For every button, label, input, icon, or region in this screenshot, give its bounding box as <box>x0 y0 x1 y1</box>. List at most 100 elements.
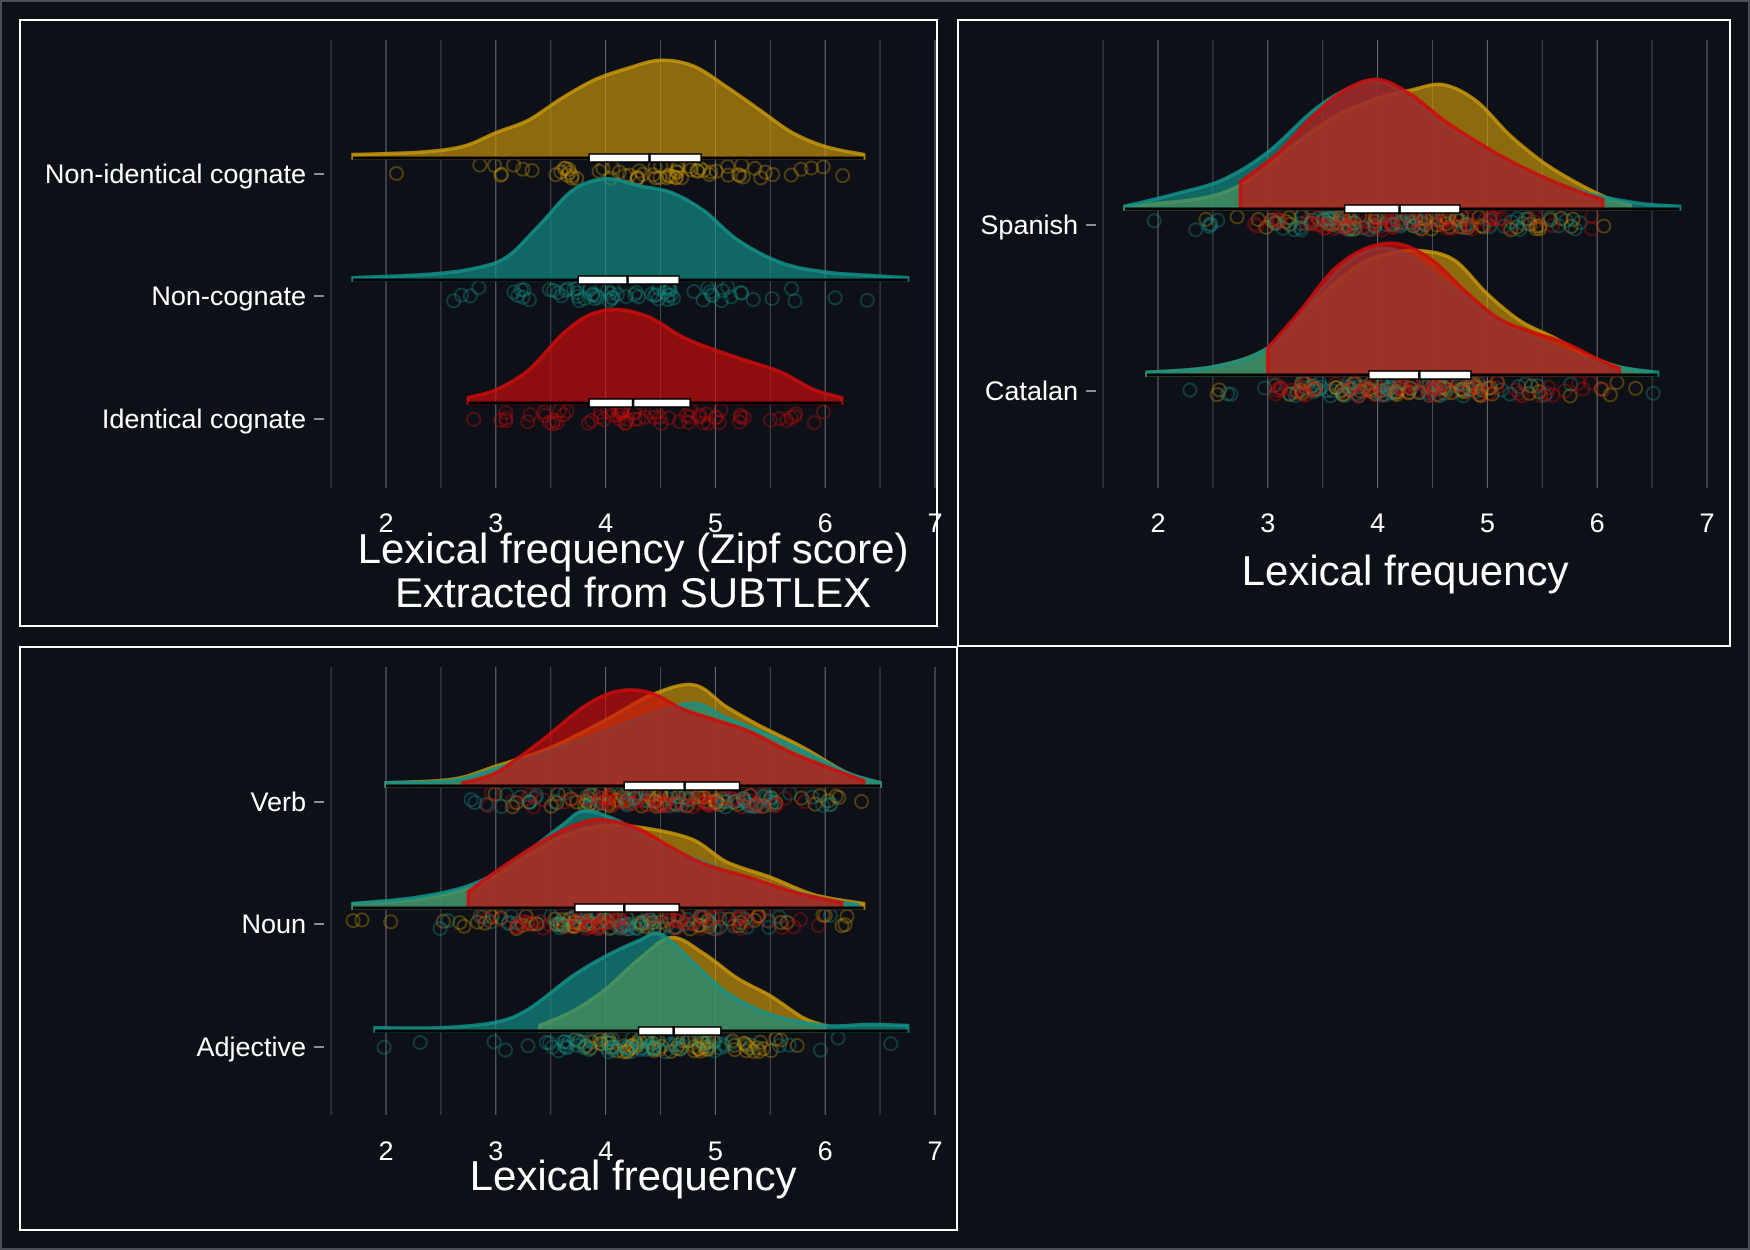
panel-top-left: 2 3 4 5 6 7 Lexical frequency (Zipf score)Extr… <box>19 19 943 627</box>
data-point <box>1308 380 1324 396</box>
data-point <box>731 918 747 934</box>
density-ridge <box>466 307 844 405</box>
data-point <box>701 167 717 183</box>
data-point <box>682 921 698 937</box>
data-point <box>1267 215 1283 231</box>
data-point <box>582 919 598 935</box>
data-point <box>1271 380 1287 396</box>
data-point <box>1382 215 1398 231</box>
data-point <box>1340 222 1356 238</box>
data-point <box>715 1036 731 1052</box>
data-point <box>501 914 517 930</box>
data-point <box>831 790 847 806</box>
data-point <box>519 791 535 807</box>
data-point <box>733 920 749 936</box>
data-point <box>1364 383 1380 399</box>
data-point <box>683 162 699 178</box>
y-category-label: Adjective <box>196 1032 306 1062</box>
data-point <box>666 1037 682 1053</box>
data-point <box>672 1041 688 1057</box>
data-point <box>604 920 620 936</box>
boxplot-box <box>623 781 741 791</box>
data-point <box>1437 385 1453 401</box>
data-point <box>747 160 763 176</box>
density-ridge <box>1266 241 1621 377</box>
data-point <box>558 282 574 298</box>
data-point <box>557 794 573 810</box>
data-point <box>584 919 600 935</box>
data-point <box>412 1035 428 1051</box>
data-point <box>651 1041 667 1057</box>
data-point <box>1408 383 1424 399</box>
data-point <box>569 280 585 296</box>
data-point <box>652 796 668 812</box>
data-point <box>1444 385 1460 401</box>
data-point <box>686 1043 702 1059</box>
x-axis-title: Extracted from SUBTLEX <box>395 569 871 616</box>
data-point <box>661 410 677 426</box>
data-point <box>1414 221 1430 237</box>
data-point <box>719 790 735 806</box>
data-point <box>1422 382 1438 398</box>
data-point <box>1341 381 1357 397</box>
data-point <box>1337 219 1353 235</box>
data-point <box>1473 388 1489 404</box>
data-point <box>1403 214 1419 230</box>
data-point <box>616 1044 632 1060</box>
data-point <box>738 1043 754 1059</box>
data-point <box>619 1041 635 1057</box>
data-point <box>564 168 580 184</box>
data-point <box>627 287 643 303</box>
data-point <box>576 290 592 306</box>
boxplot-box <box>1343 204 1461 214</box>
data-point <box>1292 383 1308 399</box>
data-point <box>537 408 553 424</box>
data-point <box>1319 215 1335 231</box>
data-point <box>569 913 585 929</box>
data-point <box>680 791 696 807</box>
data-point <box>677 915 693 931</box>
data-point <box>1198 211 1214 227</box>
data-point <box>612 411 628 427</box>
data-point <box>550 284 566 300</box>
data-point <box>580 415 596 431</box>
data-point <box>1511 385 1527 401</box>
data-point <box>1333 210 1349 226</box>
data-point <box>712 919 728 935</box>
data-point <box>552 916 568 932</box>
data-point <box>732 414 748 430</box>
data-point <box>467 794 483 810</box>
data-point <box>1389 386 1405 402</box>
data-point <box>638 919 654 935</box>
data-point <box>1572 215 1588 231</box>
y-category-label: Non-identical cognate <box>45 159 306 189</box>
data-point <box>646 1040 662 1056</box>
data-point <box>828 788 844 804</box>
data-point <box>762 790 778 806</box>
data-point <box>595 790 611 806</box>
data-point <box>469 914 485 930</box>
data-point <box>644 1036 660 1052</box>
data-point <box>1374 382 1390 398</box>
data-point <box>616 1038 632 1054</box>
data-point <box>1472 387 1488 403</box>
data-point <box>1202 216 1218 232</box>
x-tick-label: 7 <box>927 508 942 538</box>
data-point <box>727 792 743 808</box>
data-point <box>690 795 706 811</box>
data-point <box>1326 210 1342 226</box>
data-point <box>497 1042 513 1058</box>
data-point <box>715 283 731 299</box>
data-point <box>1306 382 1322 398</box>
data-point <box>571 293 587 309</box>
data-point <box>1379 381 1395 397</box>
data-point <box>592 919 608 935</box>
data-point <box>509 921 525 937</box>
data-point <box>624 1038 640 1054</box>
data-point <box>613 918 629 934</box>
series-adjective-teal <box>373 931 910 1060</box>
data-point <box>475 909 491 925</box>
data-point <box>835 168 851 184</box>
data-point <box>1334 382 1350 398</box>
data-point <box>552 920 568 936</box>
